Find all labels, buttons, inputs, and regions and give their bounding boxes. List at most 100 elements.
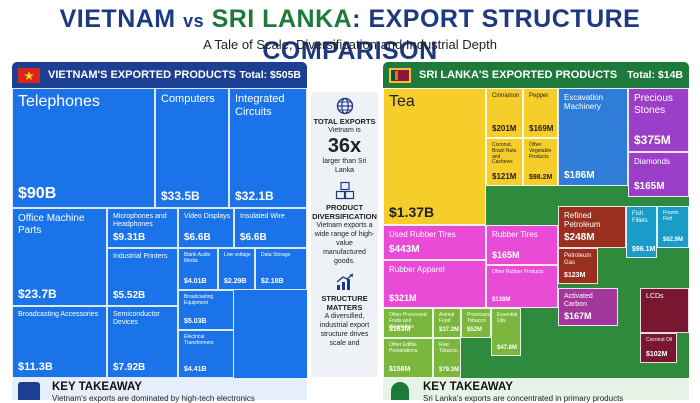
tile-value: $321M	[389, 293, 417, 303]
structure-text: A diversified, industrial export structu…	[319, 313, 370, 347]
page-subtitle: A Tale of Scale, Diversification and Ind…	[203, 37, 497, 52]
srilanka-takeaway-text: Sri Lanka's exports are concentrated in …	[423, 394, 624, 403]
tile-label: Other Edible Preparations	[389, 342, 418, 354]
vietnam-total: Total: $505B	[239, 69, 301, 81]
globe-icon	[336, 97, 354, 115]
tile-rubber-apparel: Rubber Apparel $321M	[383, 260, 486, 308]
vietnam-takeaway-icon	[18, 382, 40, 400]
tile-integrated-circuits: Integrated Circuits $32.1B	[229, 88, 307, 208]
tile-value: $5.52B	[113, 290, 146, 301]
tile-label: Other Vegetable Products	[529, 142, 552, 160]
tile-value: $2.18B	[261, 278, 284, 285]
tile-value: $165M	[492, 250, 520, 260]
tile-label: Tea	[389, 93, 415, 110]
srilanka-header-label: SRI LANKA'S EXPORTED PRODUCTS	[419, 69, 618, 81]
tile-value: $98.2M	[529, 174, 553, 181]
tile-industrial-printers: Industrial Printers $5.52B	[107, 248, 178, 306]
tile-processed-tobacco: Processed Tobacco $52M	[461, 308, 491, 338]
tile-semiconductor-devices: Semiconductor Devices $7.92B	[107, 306, 178, 378]
tile-label: Semiconductor Devices	[113, 311, 160, 327]
tile-diamonds: Diamonds $165M	[628, 152, 689, 197]
vietnam-takeaway-box: KEY TAKEAWAY Vietnam's exports are domin…	[12, 378, 307, 403]
tile-label: Essential Oils	[497, 312, 518, 324]
tile-label: Frozen Fish	[663, 210, 679, 222]
tile-value: $90B	[18, 185, 57, 202]
srilanka-takeaway-title: KEY TAKEAWAY	[423, 381, 513, 393]
tile-data-storage: Data Storage $2.18B	[255, 248, 307, 290]
tile-label: Blank Audio Media	[184, 252, 211, 264]
tile-label: Integrated Circuits	[235, 93, 285, 118]
tile-label: Insulated Wire	[240, 213, 285, 220]
vietnam-flag-icon	[18, 67, 40, 83]
tile-value: $33.5B	[161, 189, 200, 203]
tile-label: Refined Petroleum	[564, 211, 601, 230]
tile-office-machine-parts: Office Machine Parts $23.7B	[12, 208, 107, 306]
tile-excavation-machinery: Excavation Machinery $186M	[558, 88, 628, 186]
tile-label: Other Rubber Products	[492, 269, 544, 275]
tile-pepper: Pepper $169M	[523, 88, 558, 138]
tile-label: Fish Fillets	[632, 211, 648, 224]
tile-label: Rubber Tires	[492, 230, 538, 239]
total-exports-text-a: Vietnam is	[328, 127, 361, 134]
total-exports-multiplier: 36x	[327, 135, 362, 157]
tile-value: $11.3B	[18, 361, 53, 373]
tile-label: Excavation Machinery	[564, 93, 604, 112]
tile-value: $47.8M	[497, 345, 518, 351]
tile-video-displays: Video Displays $6.6B	[178, 208, 234, 248]
tile-electrical-transformers: Electrical Transformers $4.41B	[178, 330, 234, 378]
tile-computers: Computers $33.5B	[155, 88, 229, 208]
tile-raw-tobacco: Raw Tobacco $79.3M	[433, 338, 461, 378]
tile-other-edible-preparations: Other Edible Preparations $158M	[383, 338, 433, 378]
srilanka-takeaway-box: KEY TAKEAWAY Sri Lanka's exports are con…	[383, 378, 689, 403]
vietnam-header: VIETNAM'S EXPORTED PRODUCTS Total: $505B	[12, 62, 307, 88]
tile-value: $37.2M	[439, 327, 460, 333]
tile-value: $443M	[389, 244, 420, 255]
tile-value: $169M	[529, 124, 554, 133]
tile-value: $9.31B	[113, 232, 146, 243]
tile-label: Pepper	[529, 93, 549, 99]
tile-label: Coconut, Brazil Nuts, and Cashews	[492, 142, 518, 166]
tile-label: Data Storage	[261, 252, 291, 258]
tile-value: $248M	[564, 232, 595, 243]
tile-value: $96.1M	[632, 246, 656, 253]
tile-value: $32.1B	[235, 189, 274, 203]
tile-label: Industrial Printers	[113, 253, 168, 260]
tile-label: Computers	[161, 93, 215, 105]
tile-value: $121M	[492, 172, 517, 181]
tile-essential-oils: Essential Oils $47.8M	[491, 308, 521, 356]
tile-tea: Tea $1.37B	[383, 88, 486, 225]
tile-value: $6.6B	[240, 232, 267, 243]
tile-value: $375M	[634, 133, 671, 147]
tile-low-voltage: Low voltage $2.29B	[218, 248, 255, 290]
tile-label: Used Rubber Tires	[389, 230, 456, 239]
tile-value: $186M	[564, 170, 595, 181]
tile-value: $2.29B	[224, 278, 247, 285]
tile-other-vegetable-products: Other Vegetable Products $98.2M	[523, 138, 558, 186]
tile-value: $102M	[646, 351, 668, 358]
tile-value: $62.9M	[663, 237, 684, 243]
tile-lcds: LCDs	[640, 288, 689, 333]
total-exports-text-b: larger than Sri Lanka	[322, 158, 367, 174]
tile-value: $163M	[389, 326, 411, 333]
tile-label: LCDs	[646, 293, 664, 300]
srilanka-flag-icon	[389, 67, 411, 83]
srilanka-treemap: Tea $1.37B Cinnamon $201M Pepper $169M Coconut…	[383, 88, 689, 378]
srilanka-header: SRI LANKA'S EXPORTED PRODUCTS Total: $14…	[383, 62, 689, 88]
tile-value: $123M	[564, 272, 586, 279]
tile-value: $4.01B	[184, 278, 207, 285]
tile-used-rubber-tires: Used Rubber Tires $443M	[383, 225, 486, 260]
tile-label: Telephones	[18, 93, 100, 110]
tile-value: $4.41B	[184, 366, 207, 373]
tile-label: Electrical Transformers	[184, 334, 214, 346]
tile-value: $23.7B	[18, 287, 57, 301]
vietnam-takeaway-text: Vietnam's exports are dominated by high-…	[52, 394, 255, 403]
comparison-column: TOTAL EXPORTS Vietnam is 36x larger than…	[311, 92, 378, 377]
tile-label: Animal Food	[439, 312, 455, 324]
tile-label: Other Processed Fruits and Vegetables	[389, 312, 427, 330]
tile-label: Processed Tobacco	[467, 312, 491, 324]
total-exports-title: TOTAL EXPORTS	[313, 117, 376, 126]
tile-label: Coconut Oil	[646, 337, 673, 343]
tile-insulated-wire: Insulated Wire $6.6B	[234, 208, 307, 248]
tile-cinnamon: Cinnamon $201M	[486, 88, 523, 138]
tile-telephones: Telephones $90B	[12, 88, 155, 208]
